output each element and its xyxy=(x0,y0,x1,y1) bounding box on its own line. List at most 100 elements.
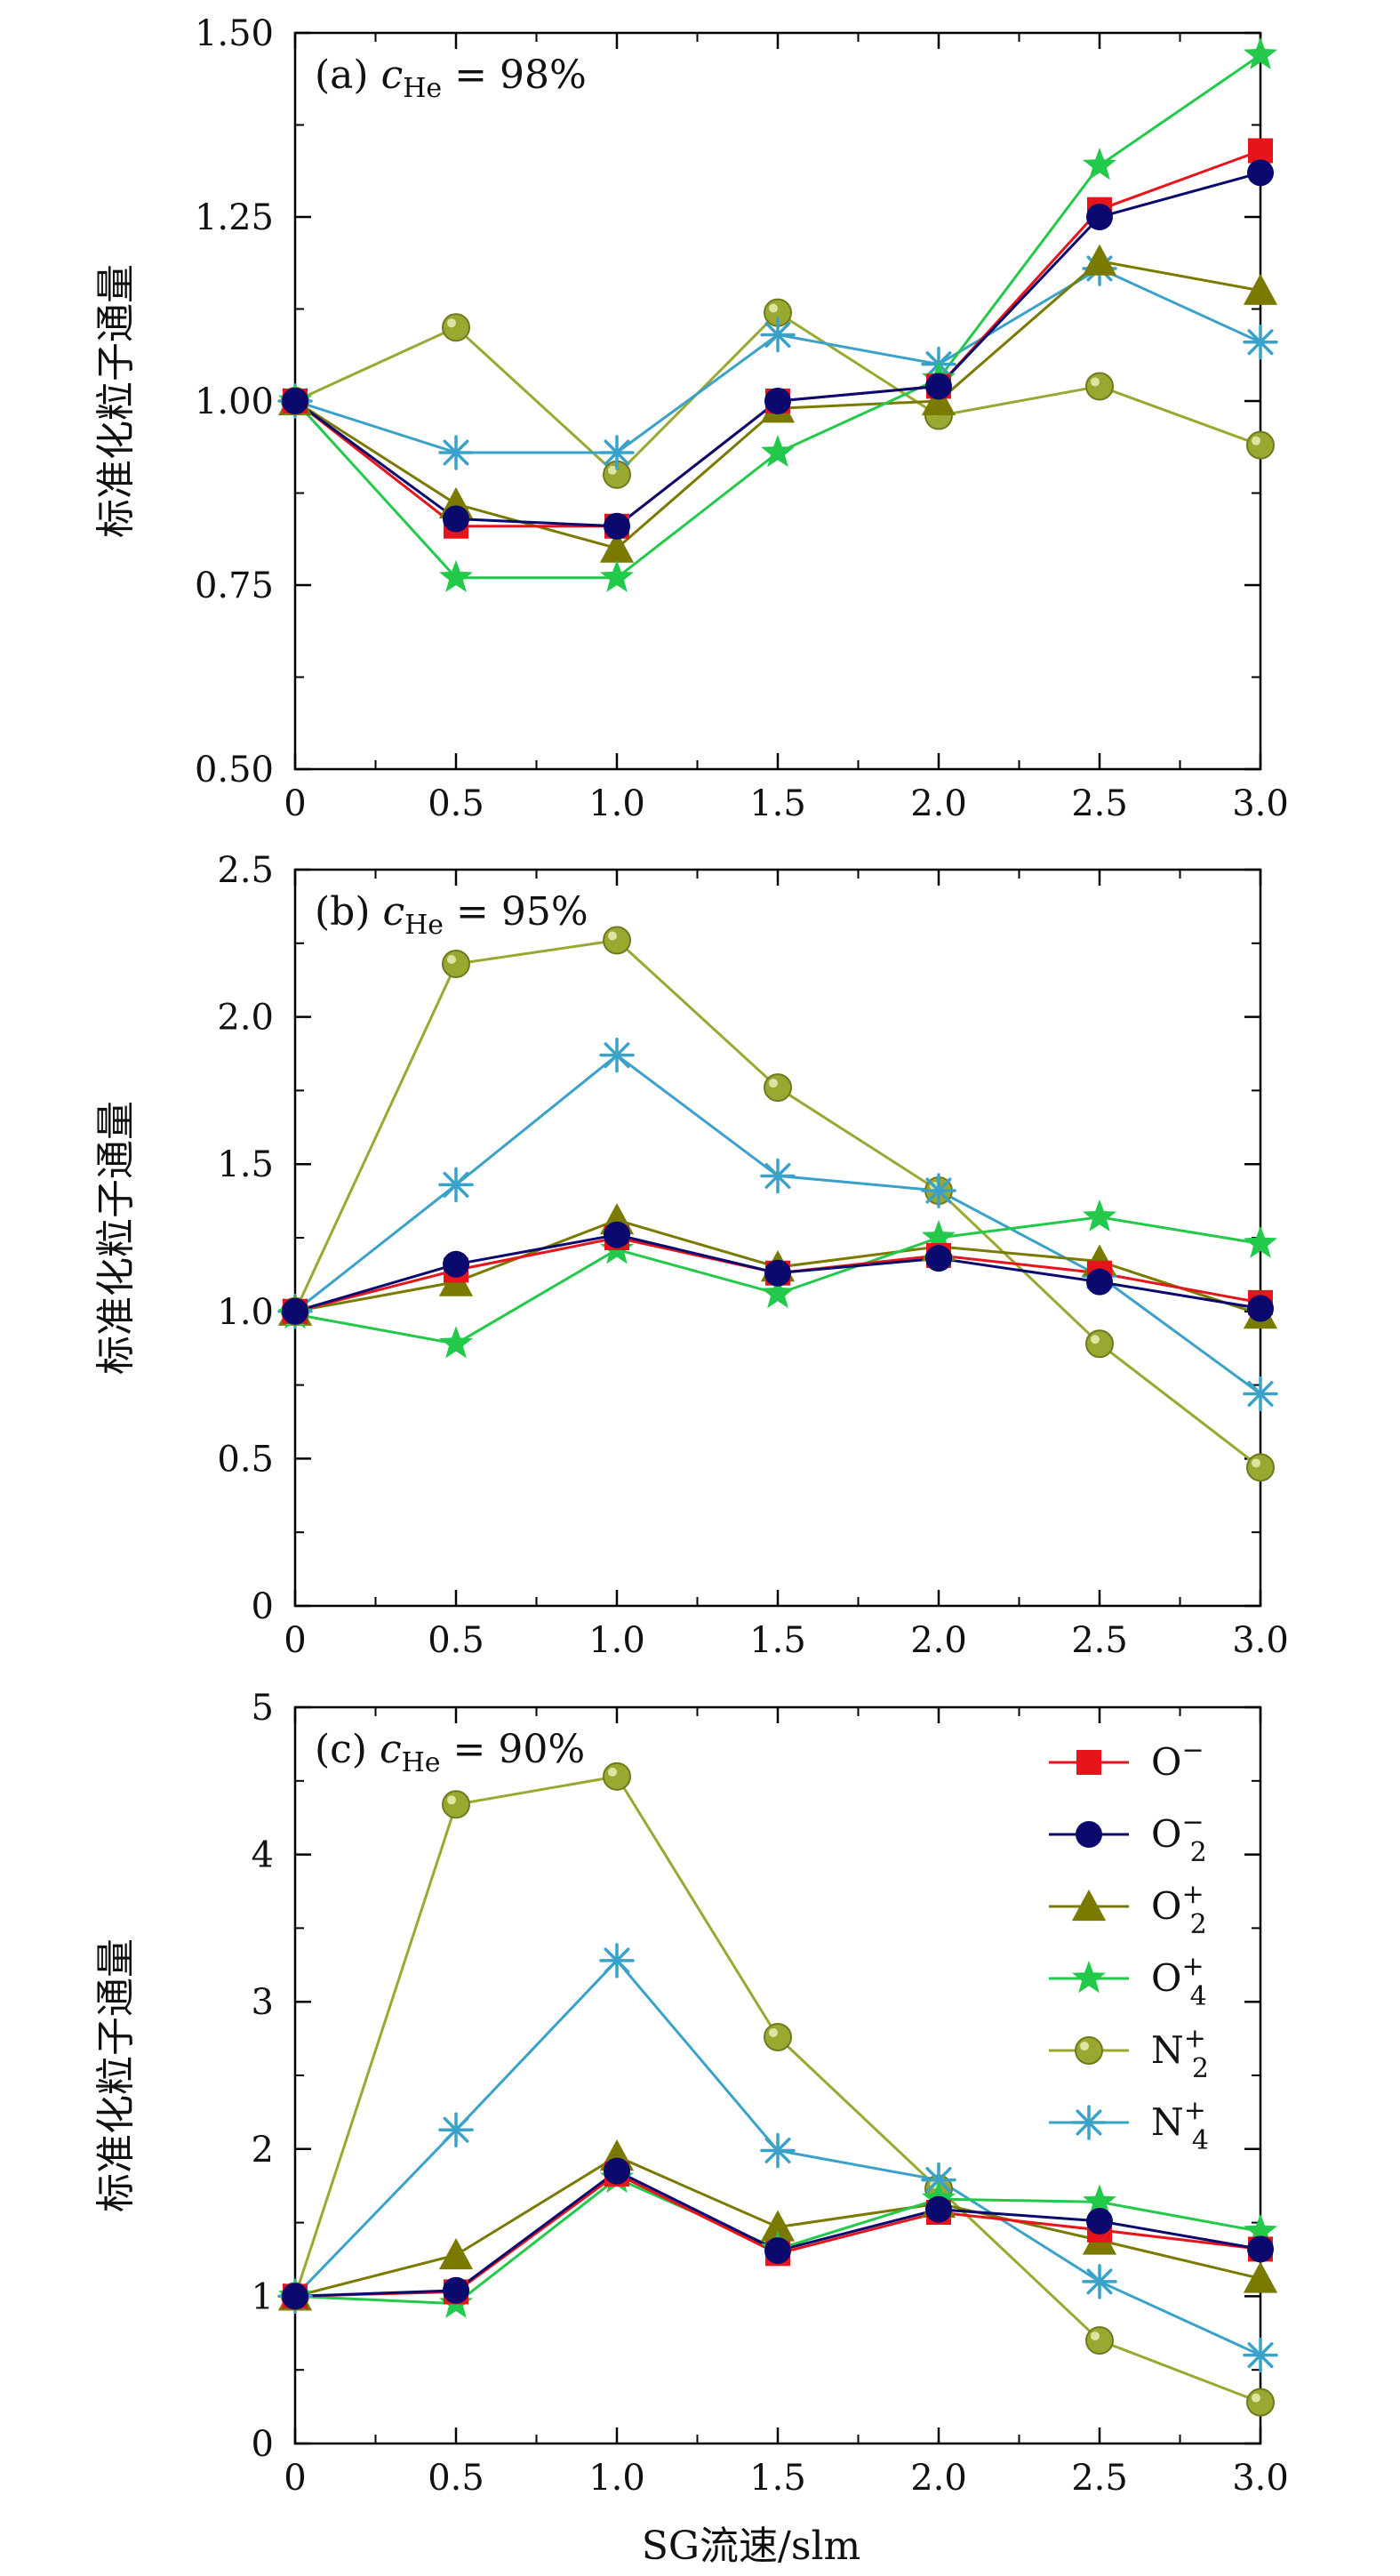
panel-2: 0 0.5 1.0 1.5 2.0 2.5 3.0 0 1 2 3 4 5 标准化粒子通量 (c) cHe … xyxy=(93,1688,1289,2499)
data-point-N2p-highlight xyxy=(447,1795,456,1805)
data-point-N4p-stroke xyxy=(443,2116,469,2143)
panel-letter: (b) xyxy=(315,889,382,935)
legend-label-sub: 4 xyxy=(1192,2125,1209,2156)
data-point-O2p xyxy=(599,531,635,563)
data-point-N4p xyxy=(1243,1376,1278,1412)
legend-label: O− xyxy=(1151,1735,1204,1784)
x-tick-label: 1.5 xyxy=(749,783,806,824)
y-tick-label: 0.50 xyxy=(195,750,274,790)
panel-var-sub: He xyxy=(403,73,442,104)
data-point-O2m xyxy=(764,1259,791,1287)
data-point-N2p-body xyxy=(764,1073,792,1103)
data-point-N4p xyxy=(760,2132,796,2169)
series-line-N4p xyxy=(294,1053,1261,1395)
data-point-N2p xyxy=(1085,1329,1114,1359)
data-point-O4p xyxy=(1083,2184,1116,2217)
panel-annotation: (b) cHe = 95% xyxy=(315,889,588,941)
x-tick-label: 0.5 xyxy=(428,783,484,824)
data-point-O2p xyxy=(438,2237,474,2270)
data-point-N2p xyxy=(442,313,470,342)
panel-letter: (a) xyxy=(315,52,381,98)
data-point-N2p-body xyxy=(442,949,470,978)
data-point-N4p xyxy=(760,317,796,353)
panel-var-sub: He xyxy=(404,910,444,941)
data-point-O2m xyxy=(1086,2207,1113,2235)
y-tick-label: 1.5 xyxy=(217,1144,274,1185)
legend-label-base: N xyxy=(1151,2100,1184,2144)
legend-label-sub: 4 xyxy=(1190,1981,1207,2012)
data-point-O2m xyxy=(604,2157,630,2185)
data-point-N4p xyxy=(438,2112,474,2148)
y-axis-label: 标准化粒子通量 xyxy=(93,1938,139,2212)
series-markers-O2m xyxy=(282,159,1274,540)
data-point-N4p-stroke xyxy=(443,439,469,466)
y-tick-label: 1.50 xyxy=(195,13,274,54)
x-tick-label: 2.0 xyxy=(910,783,967,824)
legend-label-base: O xyxy=(1151,1812,1181,1856)
legend-label-sup: + xyxy=(1184,2095,1206,2126)
legend-marker xyxy=(1072,1961,1106,1994)
data-point-N2p xyxy=(764,298,792,327)
data-point-N4p xyxy=(438,1167,474,1203)
data-point-N2p xyxy=(603,1761,631,1791)
plot-frame xyxy=(293,868,1262,1608)
legend-label-base: O xyxy=(1151,1740,1181,1784)
data-point-N2p xyxy=(1085,372,1114,401)
data-point-O2m xyxy=(925,1245,952,1272)
data-point-O2p xyxy=(1243,273,1278,305)
y-tick-label: 0 xyxy=(252,1586,274,1627)
data-point-O2m xyxy=(282,1297,308,1325)
data-point-N2p-body xyxy=(1246,1453,1275,1482)
data-point-N2p xyxy=(1085,2326,1114,2355)
legend-label-sup: − xyxy=(1181,1735,1204,1766)
chart-legend: O−O− 2O+ 2O+ 4N+ 2N+ 4 xyxy=(1049,1735,1209,2156)
data-point-N4p-stroke xyxy=(764,1162,791,1189)
panel-value: = 98% xyxy=(442,52,587,98)
series-line-N4p xyxy=(294,267,1261,454)
panel-annotation: (a) cHe = 98% xyxy=(315,52,587,104)
data-point-N2p xyxy=(442,949,470,978)
data-point-N2p xyxy=(764,2022,792,2051)
legend-marker xyxy=(1071,1889,1107,1922)
y-tick-label: 1.25 xyxy=(195,197,274,238)
panel-1: 0 0.5 1.0 1.5 2.0 2.5 3.0 0 0.5 1.0 1.5 2.0 2.5 标准化粒子… xyxy=(93,850,1289,1661)
x-tick-label: 2.0 xyxy=(910,1620,967,1661)
x-tick-label: 0 xyxy=(284,1620,306,1661)
y-tick-label: 0.75 xyxy=(195,566,274,606)
y-tick-label: 5 xyxy=(252,1688,274,1729)
legend-item-Om: O− xyxy=(1049,1735,1204,1784)
data-point-O2m xyxy=(1247,2235,1274,2263)
panel-var: c xyxy=(382,889,404,935)
y-tick-label: 2 xyxy=(252,2130,274,2171)
y-tick-label: 0 xyxy=(252,2424,274,2465)
legend-marker-stroke xyxy=(1076,2109,1102,2136)
x-tick-label: 2.5 xyxy=(1071,1620,1128,1661)
data-point-N2p xyxy=(442,1790,470,1819)
legend-marker xyxy=(1076,1750,1101,1775)
data-point-N2p xyxy=(1246,2387,1275,2417)
data-point-Om xyxy=(1248,138,1273,164)
y-axis-label: 标准化粒子通量 xyxy=(93,1101,139,1375)
legend-label-sup: − xyxy=(1181,1807,1204,1838)
legend-marker xyxy=(1076,1821,1102,1848)
legend-item-N2p: N+ 2 xyxy=(1049,2023,1209,2084)
data-point-O2m xyxy=(1247,1295,1274,1322)
data-point-N2p-highlight xyxy=(608,465,617,475)
data-point-O2m xyxy=(1086,204,1113,230)
legend-label-base: O xyxy=(1151,1956,1181,2000)
data-point-O2m xyxy=(764,2237,791,2265)
data-point-O2m xyxy=(443,1250,469,1278)
data-point-O4p xyxy=(761,1275,795,1309)
x-tick-label: 2.5 xyxy=(1071,2458,1128,2499)
legend-marker xyxy=(1071,2105,1107,2140)
data-point-N4p xyxy=(760,1158,796,1194)
legend-marker xyxy=(1075,2036,1103,2065)
x-tick-label: 0 xyxy=(284,783,306,824)
data-point-N2p xyxy=(1246,430,1275,460)
data-point-N4p xyxy=(438,435,474,470)
data-point-N2p-highlight xyxy=(608,931,617,941)
data-point-N4p xyxy=(1243,325,1278,360)
chart-panels: 0 0.5 1.0 1.5 2.0 2.5 3.00.500.751.001.251.50标… xyxy=(93,13,1289,2499)
data-point-O2m xyxy=(443,2276,469,2304)
